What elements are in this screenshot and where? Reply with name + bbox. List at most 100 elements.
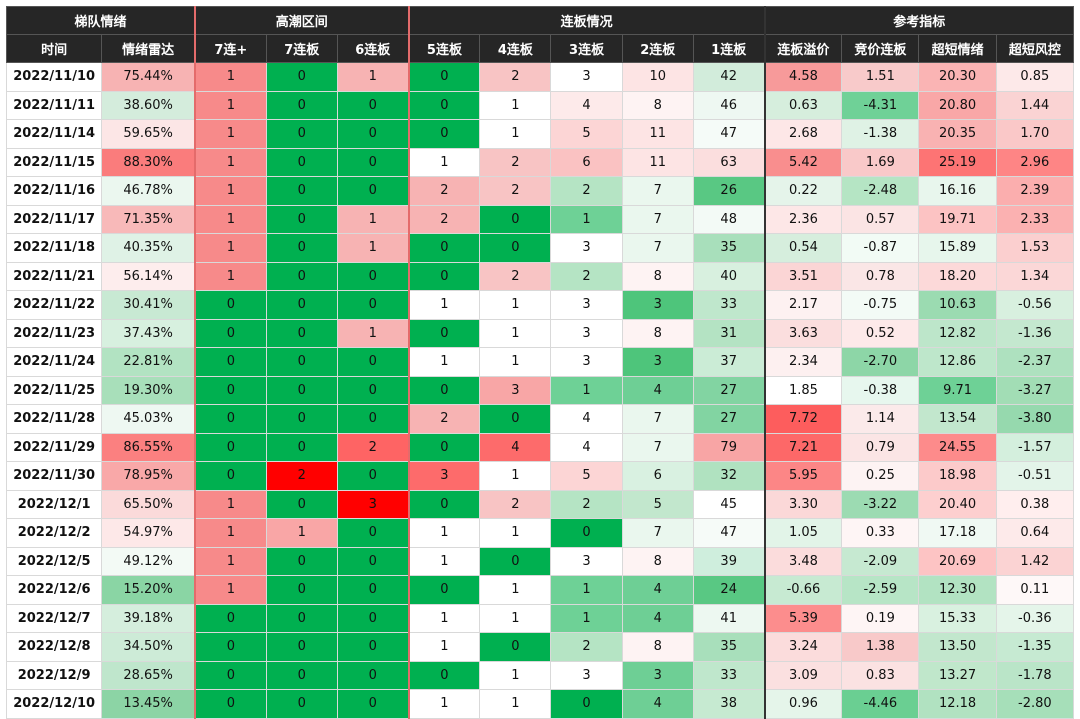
value-cell: 1 xyxy=(479,575,552,605)
value-cell: -2.80 xyxy=(995,689,1075,719)
value-cell: 0 xyxy=(194,461,267,491)
value-cell: 2 xyxy=(550,632,623,662)
value-cell: 45.03% xyxy=(101,404,196,434)
date-cell: 2022/11/29 xyxy=(5,432,103,462)
value-cell: 1.14 xyxy=(841,404,920,434)
value-cell: 0 xyxy=(550,518,623,548)
value-cell: -4.31 xyxy=(841,90,920,120)
value-cell: 40 xyxy=(692,261,766,291)
value-cell: 0 xyxy=(550,689,623,719)
value-cell: 0 xyxy=(265,147,338,177)
value-cell: 1 xyxy=(479,119,552,149)
value-cell: 20.80 xyxy=(918,90,997,120)
value-cell: 0.57 xyxy=(841,204,920,234)
date-cell: 2022/11/10 xyxy=(5,62,103,92)
value-cell: 0 xyxy=(265,90,338,120)
column-header-row: 时间 情绪雷达 7连+ 7连板 6连板 5连板 4连板 3连板 2连板 1连板 连板溢价 竞价连板 超短… xyxy=(5,34,1075,63)
value-cell: 0.78 xyxy=(841,261,920,291)
date-cell: 2022/12/9 xyxy=(5,660,103,690)
value-cell: 1 xyxy=(479,603,552,633)
column-header: 超短风控 xyxy=(995,34,1075,63)
column-header: 竞价连板 xyxy=(841,34,920,63)
value-cell: 4 xyxy=(550,90,623,120)
column-header: 超短情绪 xyxy=(918,34,997,63)
value-cell: 1 xyxy=(336,318,410,348)
value-cell: 45 xyxy=(692,489,766,519)
table-row: 2022/11/10 75.44% 1 0 1 0 2 3 10 42 4.58 1.51 20.30 0… xyxy=(5,62,1075,92)
table-row: 2022/11/30 78.95% 0 2 0 3 1 5 6 32 5.95 0.25 18.98 -0… xyxy=(5,461,1075,491)
date-cell: 2022/12/6 xyxy=(5,575,103,605)
value-cell: 5 xyxy=(621,489,694,519)
date-cell: 2022/11/23 xyxy=(5,318,103,348)
value-cell: 27 xyxy=(692,375,766,405)
date-cell: 2022/12/1 xyxy=(5,489,103,519)
value-cell: 0 xyxy=(194,432,267,462)
value-cell: 1 xyxy=(407,290,481,320)
value-cell: 19.71 xyxy=(918,204,997,234)
date-cell: 2022/11/25 xyxy=(5,375,103,405)
value-cell: 3 xyxy=(336,489,410,519)
table-row: 2022/11/28 45.03% 0 0 0 2 0 4 7 27 7.72 1.14 13.54 -3… xyxy=(5,404,1075,434)
value-cell: 7 xyxy=(621,204,694,234)
value-cell: 1 xyxy=(479,347,552,377)
column-header: 6连板 xyxy=(336,34,410,63)
value-cell: 5 xyxy=(550,119,623,149)
value-cell: 0 xyxy=(265,62,338,92)
value-cell: 1.53 xyxy=(995,233,1075,263)
value-cell: 1 xyxy=(194,62,267,92)
value-cell: 34.50% xyxy=(101,632,196,662)
date-cell: 2022/11/18 xyxy=(5,233,103,263)
value-cell: 6 xyxy=(621,461,694,491)
value-cell: 3 xyxy=(550,290,623,320)
value-cell: 0 xyxy=(265,233,338,263)
value-cell: 0.22 xyxy=(763,176,843,206)
value-cell: 0 xyxy=(265,489,338,519)
date-cell: 2022/11/21 xyxy=(5,261,103,291)
value-cell: 0 xyxy=(336,632,410,662)
value-cell: 0 xyxy=(265,176,338,206)
value-cell: 0 xyxy=(194,404,267,434)
table-row: 2022/12/6 15.20% 1 0 0 0 1 1 4 24 -0.66 -2.59 12.30 0… xyxy=(5,575,1075,605)
value-cell: 0 xyxy=(336,375,410,405)
value-cell: 0 xyxy=(194,632,267,662)
value-cell: 1 xyxy=(479,290,552,320)
value-cell: 33 xyxy=(692,660,766,690)
value-cell: 0 xyxy=(407,119,481,149)
value-cell: 0 xyxy=(265,375,338,405)
value-cell: -1.36 xyxy=(995,318,1075,348)
column-header: 4连板 xyxy=(479,34,552,63)
value-cell: 1 xyxy=(336,204,410,234)
value-cell: 0 xyxy=(407,233,481,263)
value-cell: 2.34 xyxy=(763,347,843,377)
value-cell: 0 xyxy=(265,546,338,576)
value-cell: 2.96 xyxy=(995,147,1075,177)
value-cell: 1.38 xyxy=(841,632,920,662)
value-cell: 0 xyxy=(265,603,338,633)
value-cell: 0 xyxy=(194,290,267,320)
value-cell: 7 xyxy=(621,518,694,548)
value-cell: 1.44 xyxy=(995,90,1075,120)
value-cell: 8 xyxy=(621,546,694,576)
date-cell: 2022/12/2 xyxy=(5,518,103,548)
value-cell: 0.64 xyxy=(995,518,1075,548)
value-cell: 12.30 xyxy=(918,575,997,605)
table-row: 2022/12/5 49.12% 1 0 0 1 0 3 8 39 3.48 -2.09 20.69 1.… xyxy=(5,546,1075,576)
value-cell: 0 xyxy=(407,660,481,690)
value-cell: 3 xyxy=(550,660,623,690)
value-cell: -2.37 xyxy=(995,347,1075,377)
value-cell: 2.36 xyxy=(763,204,843,234)
column-header: 1连板 xyxy=(692,34,766,63)
value-cell: 32 xyxy=(692,461,766,491)
group-header: 参考指标 xyxy=(763,6,1074,35)
value-cell: 56.14% xyxy=(101,261,196,291)
value-cell: 0 xyxy=(265,432,338,462)
column-header: 连板溢价 xyxy=(763,34,843,63)
group-header: 高潮区间 xyxy=(194,6,410,35)
value-cell: 4 xyxy=(550,432,623,462)
value-cell: 0 xyxy=(336,261,410,291)
value-cell: 1 xyxy=(407,689,481,719)
value-cell: 0 xyxy=(479,233,552,263)
value-cell: 1 xyxy=(265,518,338,548)
value-cell: 0 xyxy=(194,318,267,348)
value-cell: 4 xyxy=(621,603,694,633)
